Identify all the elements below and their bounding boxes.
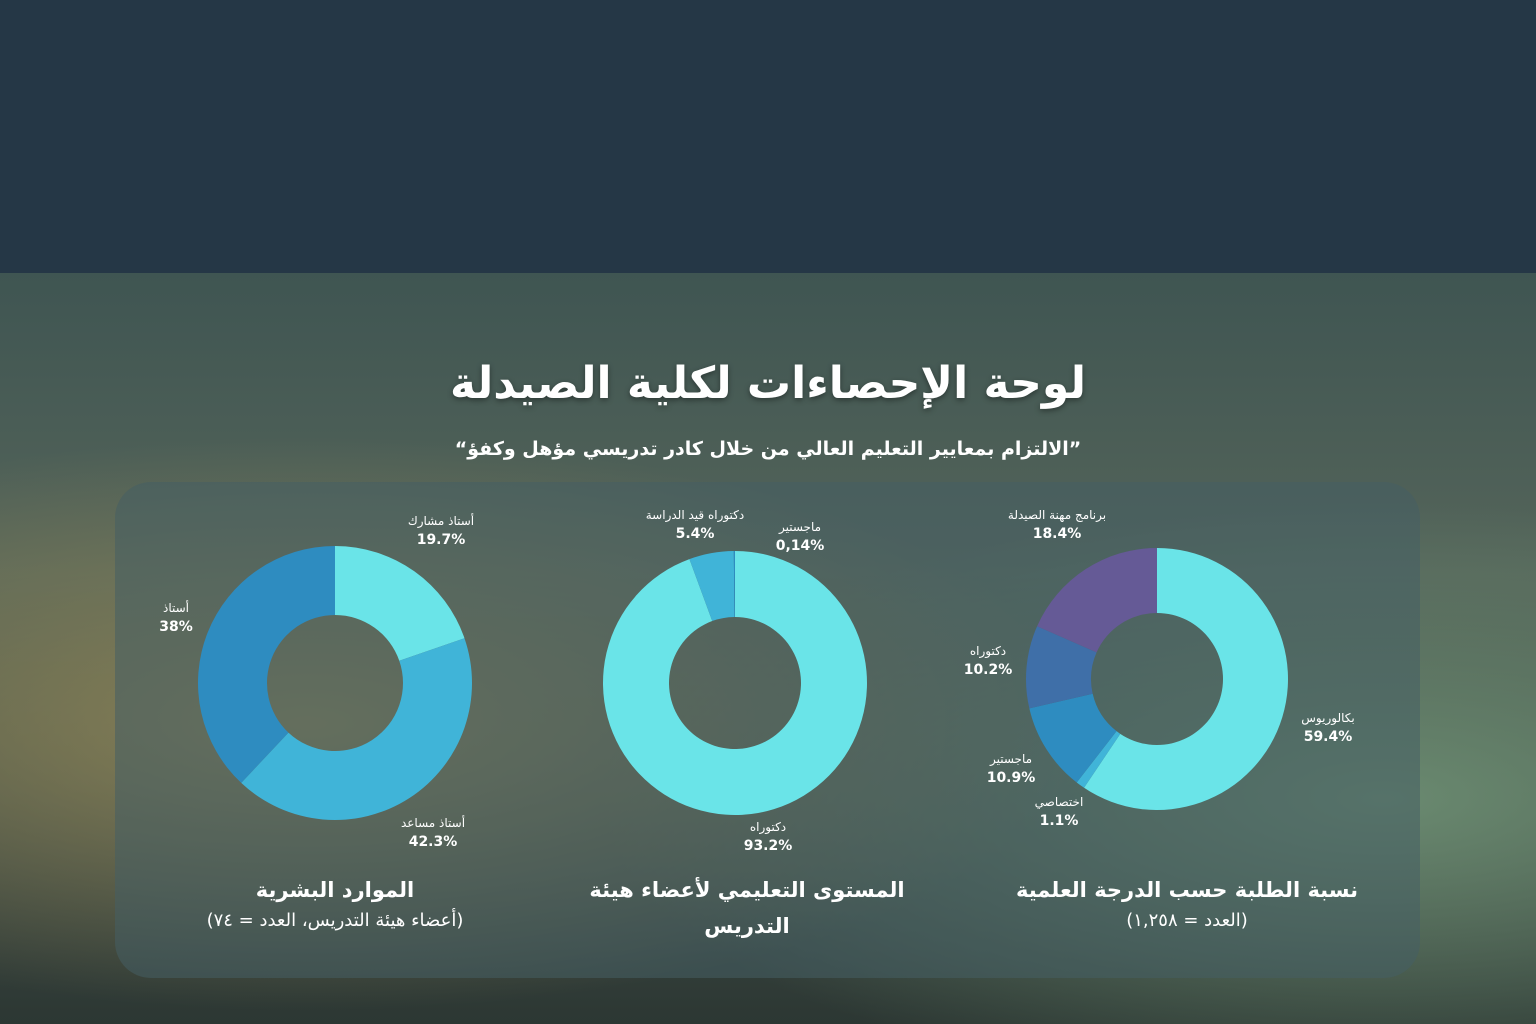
- slice-value-label: 10.2%: [964, 662, 1013, 678]
- slice-value-label: 38%: [159, 619, 193, 635]
- page-subtitle: ”الالتزام بمعايير التعليم العالي من خلال…: [454, 438, 1082, 460]
- slice-value-label: 5.4%: [676, 526, 715, 542]
- slice-label: بكالوريوس: [1301, 711, 1354, 726]
- slice-value-label: 93.2%: [744, 838, 793, 854]
- donut-slice: [1026, 626, 1097, 709]
- page-title: لوحة الإحصاءات لكلية الصيدلة: [450, 358, 1086, 409]
- donut-slice: [1084, 548, 1288, 810]
- header-band: [0, 0, 1536, 273]
- slice-label: أستاذ: [163, 600, 189, 615]
- slice-label: أستاذ مساعد: [401, 815, 465, 830]
- chart-subtitle: (أعضاء هيئة التدريس، العدد = ٧٤): [206, 910, 464, 931]
- donut-slice: [197, 546, 335, 783]
- slice-value-label: 0,14%: [776, 538, 825, 554]
- slice-label: ماجستير: [778, 520, 821, 535]
- donut-slice: [733, 551, 735, 618]
- slice-value-label: 18.4%: [1033, 526, 1082, 542]
- donut-slice: [241, 638, 472, 820]
- slice-value-label: 59.4%: [1304, 729, 1353, 745]
- donut-slice: [1076, 731, 1121, 788]
- donut-slice: [1029, 693, 1117, 783]
- slice-value-label: 42.3%: [409, 834, 458, 850]
- slice-label: ماجستير: [989, 752, 1032, 767]
- donut-slice: [603, 551, 868, 815]
- donut-slice: [335, 546, 465, 661]
- slice-value-label: 19.7%: [417, 532, 466, 548]
- slice-label: دكتوراه: [750, 820, 786, 835]
- chart-title: نسبة الطلبة حسب الدرجة العلمية: [1015, 878, 1359, 902]
- donut-slice: [1037, 548, 1157, 653]
- slice-label: دكتوراه: [970, 644, 1006, 659]
- slice-value-label: 1.1%: [1040, 813, 1079, 829]
- donut-slice: [689, 551, 735, 622]
- chart-title: الموارد البشرية: [255, 878, 415, 902]
- slice-label: أستاذ مشارك: [408, 513, 474, 529]
- chart-title: المستوى التعليمي لأعضاء هيئة التدريس: [589, 878, 905, 938]
- slice-label: اختصاصي: [1035, 795, 1084, 809]
- chart-subtitle: (العدد = ١,٢٥٨): [1126, 910, 1248, 931]
- slice-value-label: 10.9%: [987, 770, 1036, 786]
- slice-label: برنامج مهنة الصيدلة: [1008, 508, 1106, 523]
- slice-label: دكتوراه قيد الدراسة: [646, 508, 744, 523]
